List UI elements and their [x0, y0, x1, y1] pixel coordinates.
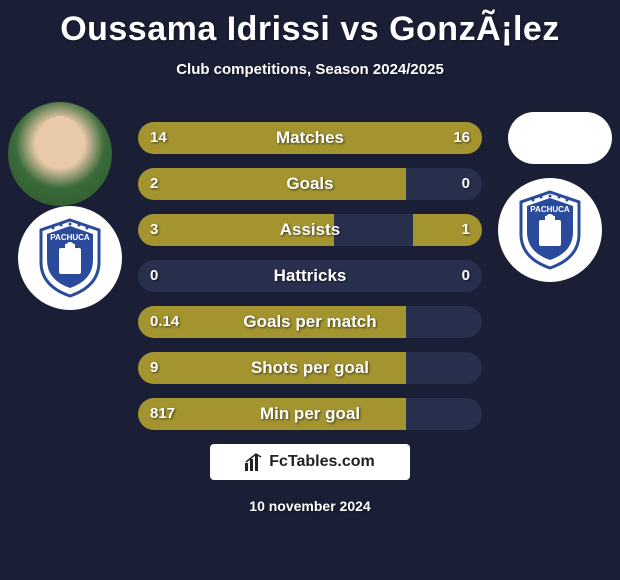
page-title: Oussama Idrissi vs GonzÃ¡lez — [0, 0, 620, 49]
bar-row: Goals per match0.14 — [138, 306, 482, 338]
bar-row: Assists3 1 — [138, 214, 482, 246]
svg-text:PACHUCA: PACHUCA — [50, 233, 90, 242]
svg-text:PACHUCA: PACHUCA — [530, 205, 570, 214]
bar-value-right: 1 — [450, 214, 482, 246]
player-right-avatar — [508, 112, 612, 164]
chart-icon — [245, 453, 263, 471]
pachuca-crest-icon: PACHUCA — [35, 218, 105, 298]
bar-value-left: 817 — [138, 398, 187, 430]
bar-row: Min per goal817 — [138, 398, 482, 430]
bar-row: Goals2 0 — [138, 168, 482, 200]
pachuca-crest-icon: PACHUCA — [515, 190, 585, 270]
bar-row: Shots per goal9 — [138, 352, 482, 384]
bar-label: Matches — [138, 122, 482, 154]
bar-label: Goals — [138, 168, 482, 200]
comparison-bars: Matches1416Goals20Assists31Hattricks00Go… — [138, 122, 482, 444]
bar-value-right: 0 — [450, 168, 482, 200]
bar-label: Min per goal — [138, 398, 482, 430]
bar-value-left: 9 — [138, 352, 170, 384]
date-text: 10 november 2024 — [0, 498, 620, 514]
bar-row: Matches14 16 — [138, 122, 482, 154]
bar-label: Hattricks — [138, 260, 482, 292]
bar-value-left: 3 — [138, 214, 170, 246]
bar-row: Hattricks0 0 — [138, 260, 482, 292]
bar-label: Shots per goal — [138, 352, 482, 384]
bar-value-left: 0.14 — [138, 306, 191, 338]
club-badge-left: PACHUCA — [18, 206, 122, 310]
bar-value-left: 14 — [138, 122, 179, 154]
bar-value-right: 0 — [450, 260, 482, 292]
bar-value-right: 16 — [441, 122, 482, 154]
branding-text: FcTables.com — [269, 453, 375, 471]
player-left-avatar — [8, 102, 112, 206]
club-badge-right: PACHUCA — [498, 178, 602, 282]
branding-badge: FcTables.com — [210, 444, 410, 480]
bar-value-left: 2 — [138, 168, 170, 200]
bar-label: Assists — [138, 214, 482, 246]
subtitle: Club competitions, Season 2024/2025 — [0, 61, 620, 78]
bar-value-left: 0 — [138, 260, 170, 292]
